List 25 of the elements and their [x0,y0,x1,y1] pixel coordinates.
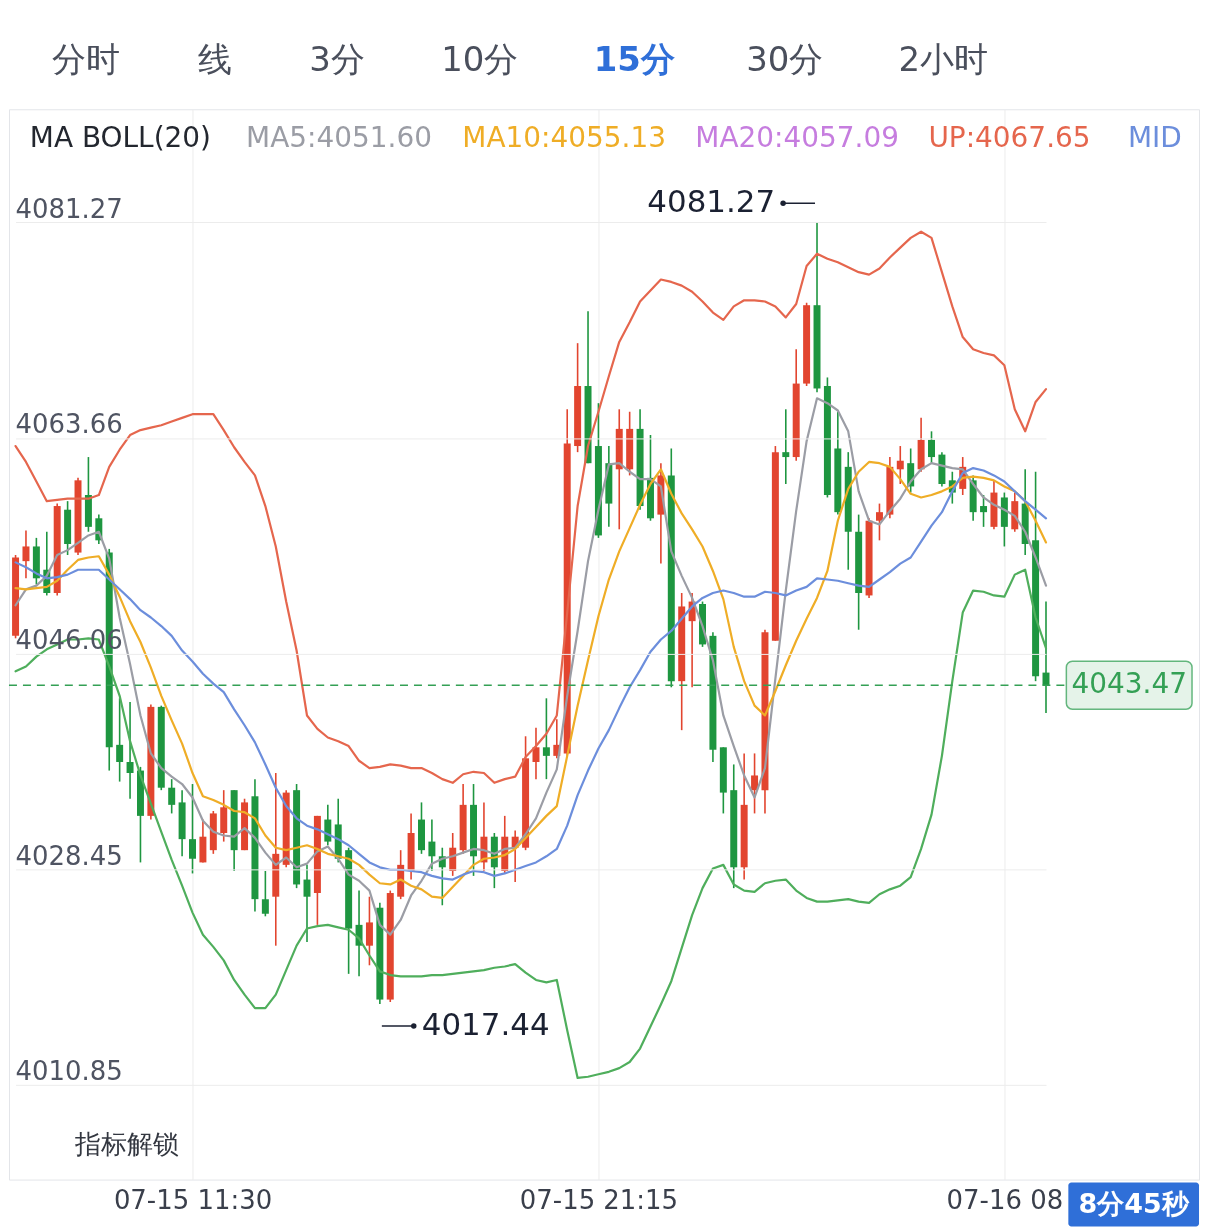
annotation: 4017.44 [421,1005,550,1042]
text: MA10:4055.13 [462,121,666,155]
ref-line-label: 4043.47 [1071,667,1187,701]
annotation: 4081.27 [647,183,776,220]
text: 8分45秒 [1078,1187,1190,1219]
text: 3分 [309,40,365,80]
text: 10分 [441,40,519,80]
text: 线 [197,40,232,80]
legend-title: MA BOLL(20) [29,121,211,155]
x-tick-label: 07-15 11:30 [113,1185,273,1216]
text: 分时 [51,40,120,80]
text: UP:4067.65 [928,121,1091,155]
text: 30分 [746,40,824,80]
text: 2小时 [898,40,989,80]
text: MID [1127,121,1182,155]
legend-label: MA20:4057.09 [695,121,899,155]
y-tick-label: 4063.66 [15,409,123,440]
text: MA5:4051.60 [246,121,432,155]
y-tick-label: 4010.85 [15,1056,123,1087]
x-tick-label: 07-15 21:15 [519,1185,679,1216]
annotation: 指标解锁 [73,1129,179,1160]
x-tick-label: 07-16 08 [946,1185,1064,1216]
y-tick-label: 4028.45 [15,840,123,871]
y-tick-label: 4081.27 [15,193,123,224]
text: 15分 [593,40,675,80]
